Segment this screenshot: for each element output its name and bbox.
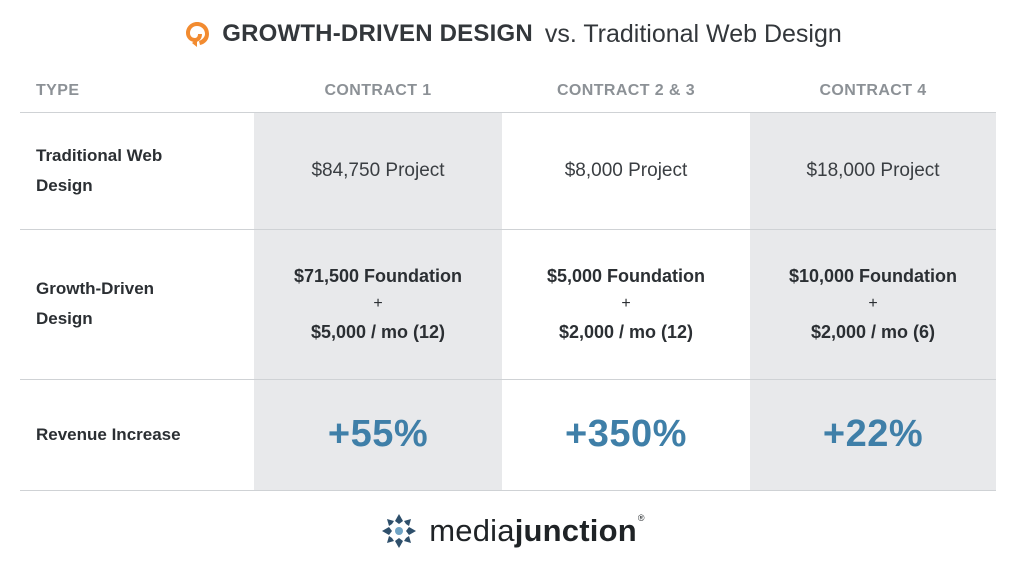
row-label-line: Design [36,309,93,328]
gdd-plus: + [868,295,878,312]
row-label-gdd: Growth-Driven Design [36,229,236,379]
traditional-contract-1: $84,750 Project [311,159,445,181]
mediajunction-crosshair-icon [382,514,417,548]
gdd-foundation: $71,500 Foundation [293,266,463,286]
gdd-monthly: $5,000 / mo (12) [310,322,446,342]
traditional-contract-2-3: $8,000 Project [564,159,688,181]
wordmark-media: media [429,513,515,548]
row-label-line: Traditional Web [36,145,163,165]
row-label-line: Growth-Driven [36,279,155,298]
row-label-revenue: Revenue Increase [36,379,236,490]
row-label-line: Design [36,175,93,195]
revenue-contract-1: +55% [327,413,429,455]
gdd-foundation: $5,000 Foundation [546,266,706,286]
row-label-traditional: Traditional Web Design [36,112,236,229]
header-contract-4: CONTRACT 4 [819,82,927,99]
gdd-plus: + [621,295,631,312]
divider [20,112,996,113]
footer-brand: mediajunction® [0,506,1024,556]
row-label-line: Revenue Increase [36,424,181,444]
divider [20,379,996,380]
title-rest: vs. Traditional Web Design [544,19,842,48]
divider [20,229,996,230]
contract-1-shade [254,112,502,490]
revenue-contract-4: +22% [822,413,924,455]
registered-mark: ® [637,513,645,523]
wordmark-junction: junction [514,513,637,548]
mediajunction-wordmark: mediajunction® [429,513,644,549]
revenue-contract-2-3: +350% [565,413,687,455]
gdd-foundation: $10,000 Foundation [788,266,958,286]
header-contract-2-3: CONTRACT 2 & 3 [556,82,696,99]
page-title: GROWTH-DRIVEN DESIGN vs. Traditional Web… [0,14,1024,54]
title-strong: GROWTH-DRIVEN DESIGN [222,20,533,47]
gdd-monthly: $2,000 / mo (12) [558,322,694,342]
gdd-contract-4: $10,000 Foundation + $2,000 / mo (6) [750,229,996,379]
traditional-contract-4: $18,000 Project [806,159,940,181]
header-contract-1: CONTRACT 1 [324,82,432,99]
gdd-plus: + [373,295,383,312]
growth-driven-design-logo-icon [186,22,210,47]
contract-4-shade [750,112,996,490]
gdd-contract-2-3: $5,000 Foundation + $2,000 / mo (12) [502,229,750,379]
divider [20,490,996,491]
gdd-monthly: $2,000 / mo (6) [810,322,936,342]
gdd-contract-1: $71,500 Foundation + $5,000 / mo (12) [254,229,502,379]
header-type: TYPE [36,82,80,99]
